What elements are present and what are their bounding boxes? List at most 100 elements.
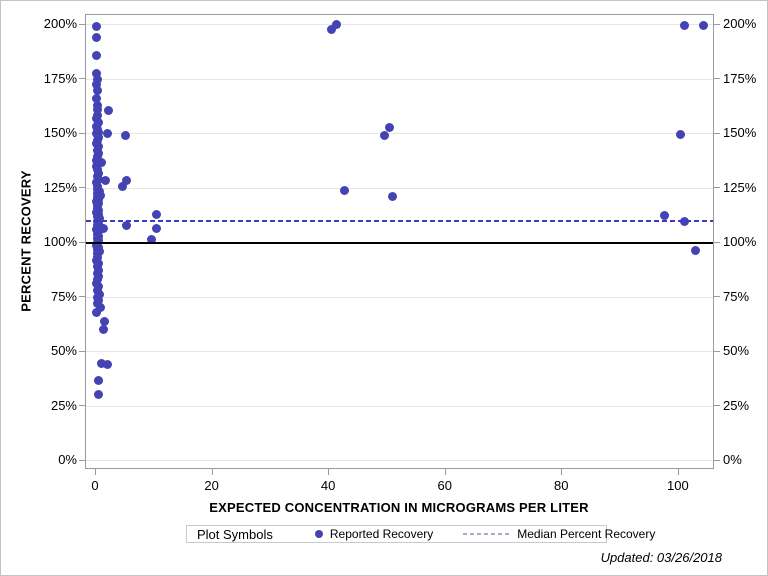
y-tick-label-left: 25% xyxy=(50,397,77,413)
x-tick-label: 0 xyxy=(91,478,99,493)
data-point xyxy=(147,235,157,245)
y-tick-label-right: 150% xyxy=(723,125,757,141)
y-axis-tick-left xyxy=(79,405,85,407)
data-point xyxy=(152,224,162,234)
data-point xyxy=(92,50,102,60)
x-tick-label: 80 xyxy=(554,478,569,493)
data-point xyxy=(92,307,102,317)
median-reference-line xyxy=(86,220,713,223)
data-point xyxy=(122,220,132,230)
legend-entry-label: Median Percent Recovery xyxy=(517,527,656,541)
y-tick-label-left: 75% xyxy=(50,288,77,304)
data-point xyxy=(92,74,102,84)
y-tick-label-left: 100% xyxy=(43,234,77,250)
x-axis-tick xyxy=(328,469,330,475)
legend-title: Plot Symbols xyxy=(197,526,273,542)
x-tick-label: 100 xyxy=(667,478,689,493)
data-point xyxy=(92,33,102,43)
data-point xyxy=(326,24,336,34)
data-point xyxy=(99,325,109,335)
data-point xyxy=(92,69,102,79)
y-tick-label-right: 100% xyxy=(723,234,757,250)
hundred-percent-reference-line xyxy=(86,241,713,244)
y-axis-tick-left xyxy=(79,350,85,352)
data-point xyxy=(95,302,105,312)
legend: Plot Symbols Reported Recovery Median Pe… xyxy=(186,525,655,543)
data-point xyxy=(92,22,102,32)
y-axis-tick-left xyxy=(79,78,85,80)
data-point xyxy=(691,246,701,256)
y-axis-tick-right xyxy=(714,459,720,461)
y-tick-label-right: 0% xyxy=(723,452,742,468)
data-point xyxy=(94,389,104,399)
data-point xyxy=(121,130,131,140)
gridline xyxy=(86,24,713,26)
x-axis-tick xyxy=(211,469,213,475)
y-axis-tick-right xyxy=(714,350,720,352)
data-point xyxy=(340,186,350,196)
data-point xyxy=(100,317,110,327)
x-tick-label: 20 xyxy=(204,478,219,493)
x-axis-tick xyxy=(677,469,679,475)
y-tick-label-left: 150% xyxy=(43,125,77,141)
updated-date-note: Updated: 03/26/2018 xyxy=(600,550,722,565)
y-axis-tick-right xyxy=(714,296,720,298)
gridline xyxy=(86,187,713,189)
y-tick-label-left: 0% xyxy=(58,452,77,468)
data-point xyxy=(92,105,102,115)
x-axis-tick xyxy=(444,469,446,475)
y-axis-tick-left xyxy=(79,296,85,298)
y-tick-label-right: 25% xyxy=(723,397,750,413)
data-point xyxy=(660,211,670,221)
scatter-marker-icon xyxy=(314,530,323,538)
data-point xyxy=(152,210,162,220)
data-point xyxy=(104,106,114,116)
data-point xyxy=(680,21,690,31)
dashed-line-icon xyxy=(463,533,510,535)
data-point xyxy=(387,191,397,201)
y-tick-label-left: 50% xyxy=(50,343,77,359)
y-axis-tick-right xyxy=(714,78,720,80)
y-tick-label-left: 125% xyxy=(43,179,77,195)
data-point xyxy=(92,80,102,90)
gridline xyxy=(86,133,713,135)
data-point xyxy=(117,182,127,192)
y-axis-tick-right xyxy=(714,23,720,25)
y-tick-label-right: 125% xyxy=(723,179,757,195)
data-point xyxy=(97,358,107,368)
y-tick-label-right: 200% xyxy=(723,16,757,32)
x-axis-tick xyxy=(561,469,563,475)
x-tick-label: 40 xyxy=(320,478,336,493)
data-point xyxy=(102,360,112,370)
data-point xyxy=(380,130,390,140)
y-axis-tick-left xyxy=(79,459,85,461)
legend-entry-median-recovery: Median Percent Recovery xyxy=(463,527,655,541)
y-axis-tick-right xyxy=(714,132,720,134)
x-axis-tick xyxy=(95,469,97,475)
y-axis-tick-left xyxy=(79,241,85,243)
x-axis-title: EXPECTED CONCENTRATION IN MICROGRAMS PER… xyxy=(209,500,589,515)
data-point xyxy=(103,129,113,139)
data-point xyxy=(93,376,103,386)
legend-entry-reported-recovery: Reported Recovery xyxy=(314,527,434,541)
data-point xyxy=(384,123,394,133)
data-point xyxy=(92,94,102,104)
y-axis-tick-right xyxy=(714,241,720,243)
data-point xyxy=(100,176,110,186)
y-axis-tick-left xyxy=(79,187,85,189)
y-tick-label-left: 175% xyxy=(43,70,77,86)
y-tick-label-right: 75% xyxy=(723,288,750,304)
gridline xyxy=(86,296,713,298)
data-point xyxy=(332,20,342,30)
y-axis-tick-left xyxy=(79,132,85,134)
data-point xyxy=(698,21,708,31)
y-tick-label-right: 175% xyxy=(723,70,757,86)
legend-entry-label: Reported Recovery xyxy=(329,527,434,541)
y-tick-label-left: 200% xyxy=(43,16,77,32)
data-point xyxy=(92,85,102,95)
y-axis-tick-left xyxy=(79,23,85,25)
y-axis-tick-right xyxy=(714,405,720,407)
gridline xyxy=(86,78,713,80)
data-point xyxy=(98,224,108,234)
